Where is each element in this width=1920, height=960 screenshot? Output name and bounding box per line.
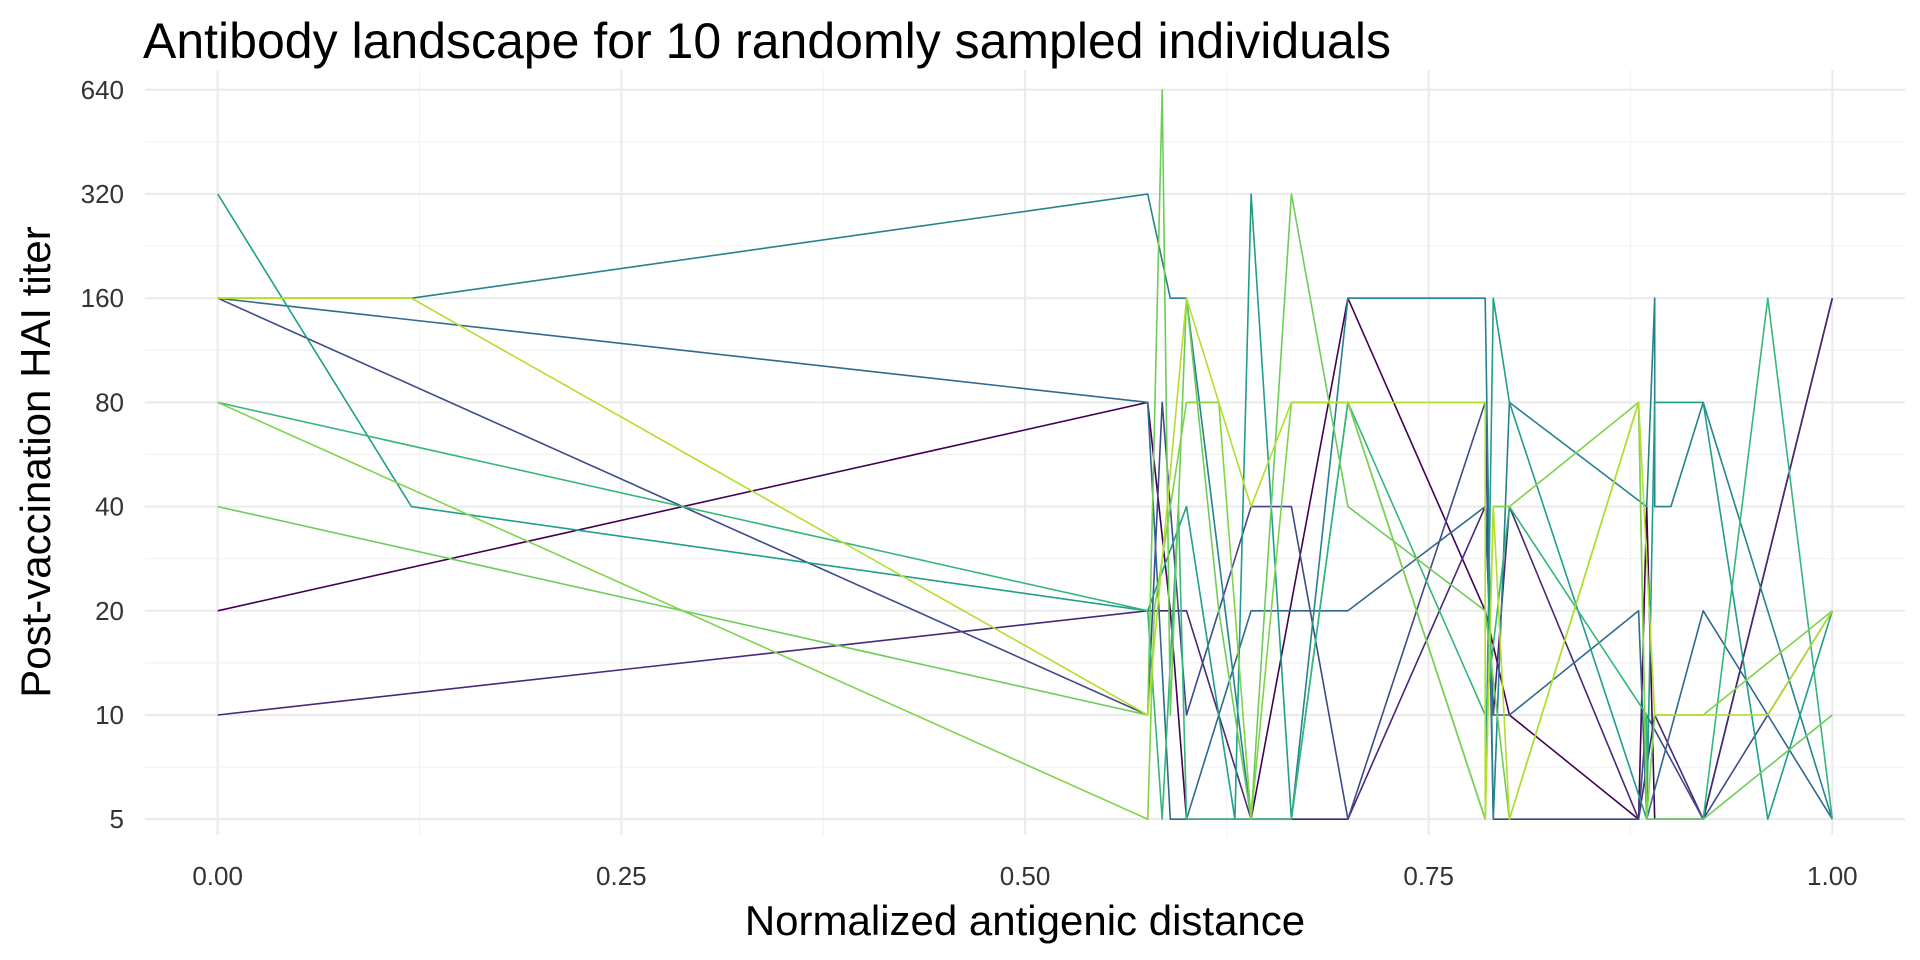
series-line-9 bbox=[217, 401, 1833, 821]
series-line-5 bbox=[217, 193, 1834, 821]
x-tick-label: 0.00 bbox=[192, 861, 243, 891]
x-tick-label: 0.25 bbox=[596, 861, 647, 891]
y-tick-label: 20 bbox=[95, 596, 124, 626]
y-tick-label: 160 bbox=[81, 283, 124, 313]
series-layer bbox=[217, 89, 1834, 821]
series-line-8 bbox=[217, 89, 1833, 821]
y-tick-label: 320 bbox=[81, 179, 124, 209]
y-tick-labels: 5 10 20 40 80 160 320 640 bbox=[81, 75, 124, 834]
y-tick-label: 40 bbox=[95, 492, 124, 522]
x-tick-labels: 0.00 0.25 0.50 0.75 1.00 bbox=[192, 861, 1857, 891]
y-tick-label: 640 bbox=[81, 75, 124, 105]
y-tick-label: 5 bbox=[110, 804, 124, 834]
x-tick-label: 0.50 bbox=[1000, 861, 1051, 891]
y-axis-title: Post-vaccination HAI titer bbox=[12, 226, 59, 698]
y-tick-label: 10 bbox=[95, 700, 124, 730]
grid-major bbox=[145, 70, 1905, 835]
series-line-10 bbox=[217, 297, 1833, 821]
y-tick-label: 80 bbox=[95, 387, 124, 417]
x-tick-label: 0.75 bbox=[1403, 861, 1454, 891]
x-tick-label: 1.00 bbox=[1807, 861, 1858, 891]
x-axis-title: Normalized antigenic distance bbox=[745, 897, 1305, 944]
chart-title: Antibody landscape for 10 randomly sampl… bbox=[143, 13, 1391, 69]
